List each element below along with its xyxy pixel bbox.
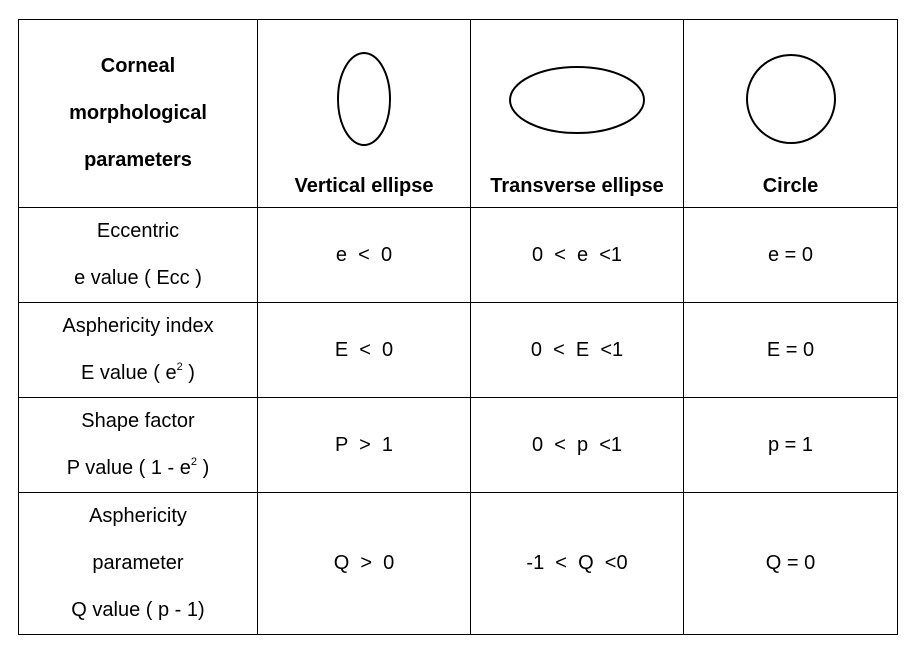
value-cell: 0 < p <1	[470, 397, 684, 493]
param-header-cell: Corneal morphological parameters	[18, 19, 258, 208]
circle-header: Circle	[683, 19, 898, 208]
value-cell: Q > 0	[257, 492, 471, 635]
param-header-line-3: parameters	[84, 149, 192, 171]
circle-label: Circle	[762, 175, 819, 197]
value-cell: -1 < Q <0	[470, 492, 684, 635]
superscript: 2	[176, 361, 183, 373]
row-header-eccentric: Eccentric e value ( Ecc )	[18, 207, 258, 303]
row-header-line: E value ( e2 )	[19, 350, 257, 397]
row-header-tail: )	[182, 362, 195, 384]
header-row: Corneal morphological parameters Vertica…	[18, 19, 898, 208]
vertical-ellipse-icon	[337, 52, 391, 146]
value-cell: 0 < e <1	[470, 207, 684, 303]
row-header-text: P value ( 1 - e	[66, 457, 191, 479]
value-cell: e = 0	[683, 207, 898, 303]
circle-icon	[745, 54, 836, 144]
superscript: 2	[190, 456, 198, 468]
vertical-ellipse-header: Vertical ellipse	[257, 19, 471, 208]
row-header-asphericity-parameter: Asphericity parameter Q value ( p - 1)	[18, 492, 258, 635]
row-header-line: Eccentric	[96, 220, 180, 242]
row-header-tail: )	[197, 457, 210, 479]
row-header-line: P value ( 1 - e2 )	[19, 445, 257, 492]
table-row: Asphericity parameter Q value ( p - 1) Q…	[18, 492, 898, 635]
value-cell: Q = 0	[683, 492, 898, 635]
row-header-line: Asphericity	[89, 505, 187, 527]
row-header-line: Q value ( p - 1)	[71, 599, 205, 621]
corneal-parameters-table: Corneal morphological parameters Vertica…	[18, 19, 898, 635]
value-cell: E = 0	[683, 302, 898, 398]
param-header-line-2: morphological	[69, 102, 207, 124]
table-row: Eccentric e value ( Ecc ) e < 0 0 < e <1…	[18, 207, 898, 303]
value-cell: 0 < E <1	[470, 302, 684, 398]
row-header-asphericity-index: Asphericity index E value ( e2 )	[18, 302, 258, 398]
row-header-line: parameter	[92, 552, 184, 574]
row-header-line: Shape factor	[81, 410, 195, 432]
value-cell: P > 1	[257, 397, 471, 493]
vertical-ellipse-label: Vertical ellipse	[294, 175, 434, 197]
param-header-line-1: Corneal	[100, 55, 176, 77]
row-header-text: E value ( e	[81, 362, 177, 384]
table-row: Shape factor P value ( 1 - e2 ) P > 1 0 …	[18, 397, 898, 493]
row-header-shape-factor: Shape factor P value ( 1 - e2 )	[18, 397, 258, 493]
transverse-ellipse-label: Transverse ellipse	[490, 175, 664, 197]
transverse-ellipse-header: Transverse ellipse	[470, 19, 684, 208]
row-header-line: Asphericity index	[62, 315, 214, 337]
value-cell: e < 0	[257, 207, 471, 303]
value-cell: p = 1	[683, 397, 898, 493]
table-row: Asphericity index E value ( e2 ) E < 0 0…	[18, 302, 898, 398]
value-cell: E < 0	[257, 302, 471, 398]
row-header-line: e value ( Ecc )	[74, 267, 202, 289]
transverse-ellipse-icon	[509, 66, 645, 134]
